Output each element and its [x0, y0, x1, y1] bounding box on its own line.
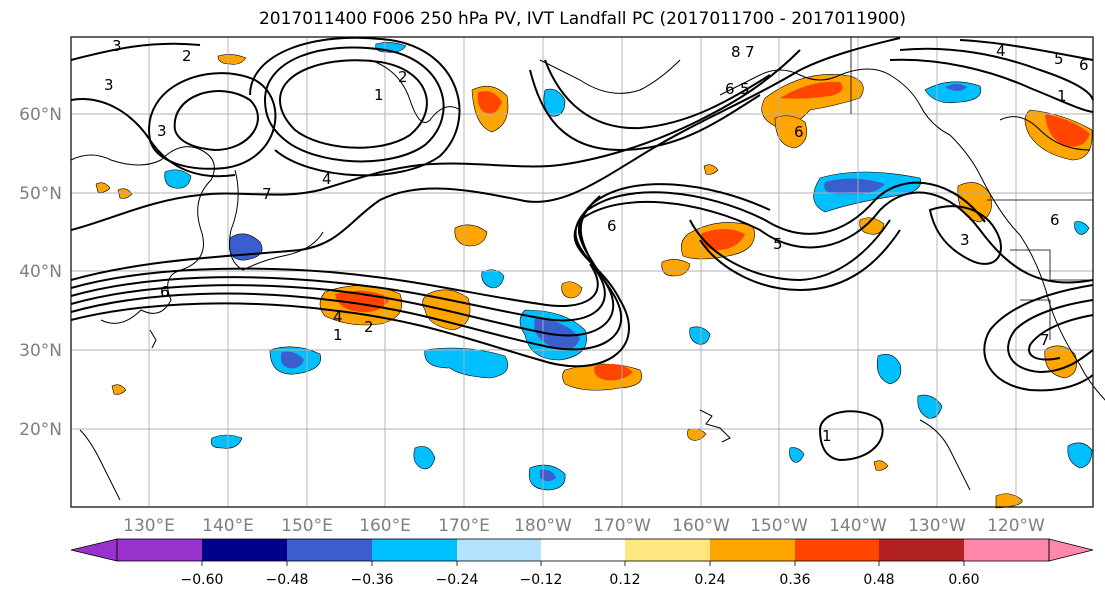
contour-label: 4	[333, 308, 343, 326]
contour-label: 1	[333, 326, 343, 344]
contour-labels: 3 2 3 3 2 1 4 7 6 4 1 2 6 5 8 7 6 5 6 4 …	[104, 37, 1089, 445]
contour-label: 2	[398, 68, 408, 86]
contour-label: 5	[773, 235, 783, 253]
colorbar-tick-label: 0.48	[863, 572, 894, 588]
colorbar-tick-label: −0.12	[520, 572, 563, 588]
lon-label: 130°W	[908, 516, 966, 536]
colorbar-tick-label: −0.24	[436, 572, 479, 588]
colorbar-tick-label: 0.36	[779, 572, 810, 588]
lon-label: 130°E	[123, 516, 175, 536]
contour-label: 6	[1079, 56, 1089, 74]
contour-label: 8	[731, 43, 741, 61]
latitude-labels: 60°N 50°N 40°N 30°N 20°N	[19, 105, 62, 440]
contour-label: 1	[1057, 87, 1067, 105]
lon-label: 150°E	[281, 516, 333, 536]
lon-label: 120°W	[987, 516, 1045, 536]
contour-label: 6	[725, 80, 735, 98]
colorbar-segment	[710, 539, 795, 561]
map-frame	[70, 36, 1094, 508]
lon-label: 170°E	[438, 516, 490, 536]
lat-label: 40°N	[19, 262, 62, 282]
contour-label: 3	[157, 122, 167, 140]
positive-anomaly-shading	[95, 54, 1093, 509]
lon-label: 140°W	[829, 516, 887, 536]
contour-label: 2	[182, 47, 192, 65]
lat-label: 50°N	[19, 184, 62, 204]
contour-label: 5	[740, 80, 750, 98]
colorbar-tick-label: 0.24	[694, 572, 725, 588]
contour-label: 5	[1054, 50, 1064, 68]
figure-title: 2017011400 F006 250 hPa PV, IVT Landfall…	[258, 9, 906, 29]
negative-anomaly-shading	[164, 42, 1093, 491]
colorbar-segment	[541, 539, 625, 561]
colorbar-segment	[879, 539, 964, 561]
colorbar-segment	[70, 538, 118, 562]
coastlines	[70, 59, 1105, 501]
lat-label: 20°N	[19, 420, 62, 440]
lon-label: 160°W	[672, 516, 730, 536]
colorbar-tick-label: 0.60	[948, 572, 979, 588]
contour-label: 4	[996, 42, 1006, 60]
colorbar-segment	[625, 539, 710, 561]
lat-label: 30°N	[19, 341, 62, 361]
contour-label: 6	[1050, 211, 1060, 229]
contour-label: 1	[822, 427, 832, 445]
colorbar-segment	[795, 539, 879, 561]
contour-label: 4	[322, 170, 332, 188]
contour-label: 6	[160, 283, 170, 301]
contour-label: 6	[607, 217, 617, 235]
contour-label: 2	[364, 318, 374, 336]
lon-label: 150°W	[750, 516, 808, 536]
longitude-labels: 130°E 140°E 150°E 160°E 170°E 180°W 170°…	[123, 516, 1045, 536]
contour-label: 3	[960, 231, 970, 249]
colorbar-segment	[287, 539, 372, 561]
contour-label: 7	[262, 185, 272, 203]
pv-contours	[70, 36, 1094, 462]
colorbar-tick-label: −0.48	[266, 572, 309, 588]
colorbar-segment	[457, 539, 541, 561]
colorbar-segment	[964, 539, 1049, 561]
contour-label: 7	[745, 43, 755, 61]
contour-label: 7	[1040, 331, 1050, 349]
lon-label: 140°E	[202, 516, 254, 536]
colorbar: −0.60 −0.48 −0.36 −0.24 −0.12 0.12 0.24 …	[70, 538, 1094, 588]
lat-label: 60°N	[19, 105, 62, 125]
contour-label: 6	[794, 123, 804, 141]
contour-label: 1	[374, 86, 384, 104]
lon-label: 160°E	[359, 516, 411, 536]
pv-shading	[95, 42, 1093, 509]
colorbar-frame	[116, 538, 1050, 562]
colorbar-segment	[117, 539, 202, 561]
colorbar-tick-label: −0.36	[351, 572, 394, 588]
colorbar-segment	[1048, 538, 1094, 562]
colorbar-tick-label: 0.12	[609, 572, 640, 588]
contour-label: 3	[112, 37, 122, 55]
colorbar-tick-label: −0.60	[181, 572, 224, 588]
colorbar-segment	[202, 539, 287, 561]
colorbar-segment	[372, 539, 457, 561]
contour-label: 3	[104, 76, 114, 94]
lon-label: 170°W	[593, 516, 651, 536]
lon-label: 180°W	[514, 516, 572, 536]
